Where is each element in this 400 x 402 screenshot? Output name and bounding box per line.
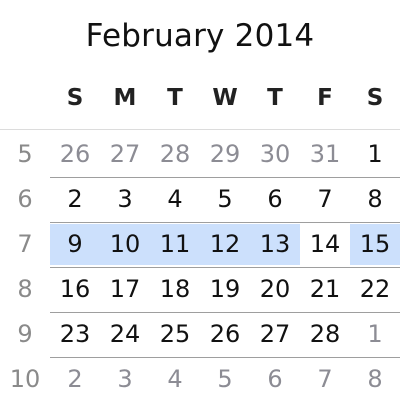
day-cell[interactable]: 8 — [367, 365, 383, 393]
day-cell[interactable]: 1 — [367, 320, 383, 348]
week-divider — [50, 312, 400, 313]
day-cell[interactable]: 6 — [267, 365, 283, 393]
week-divider — [50, 267, 400, 268]
day-cell[interactable]: 2 — [67, 365, 83, 393]
day-cell[interactable]: 18 — [159, 275, 191, 303]
week-divider — [50, 222, 400, 223]
weekday-sunday: S — [66, 85, 84, 111]
day-cell[interactable]: 26 — [59, 140, 91, 168]
day-cell-highlighted[interactable]: 9 — [50, 224, 100, 265]
week-row: 10 2 3 4 5 6 7 8 — [0, 357, 400, 402]
weekday-tuesday: T — [167, 85, 183, 111]
week-row: 7 9 10 11 12 13 14 15 — [0, 222, 400, 267]
day-cell[interactable]: 31 — [309, 140, 341, 168]
month-title: February 2014 — [85, 18, 315, 54]
day-cell[interactable]: 3 — [117, 185, 133, 213]
day-cell[interactable]: 4 — [167, 185, 183, 213]
week-divider — [50, 357, 400, 358]
day-cell[interactable]: 5 — [217, 185, 233, 213]
day-cell[interactable]: 28 — [159, 140, 191, 168]
weekday-thursday: T — [267, 85, 283, 111]
day-cell[interactable]: 21 — [309, 275, 341, 303]
day-cell[interactable]: 8 — [367, 185, 383, 213]
week-divider — [50, 177, 400, 178]
day-cell[interactable]: 17 — [109, 275, 141, 303]
day-cell-highlighted[interactable]: 10 — [100, 224, 150, 265]
day-cell[interactable]: 19 — [209, 275, 241, 303]
day-cell[interactable]: 4 — [167, 365, 183, 393]
day-cell[interactable]: 7 — [317, 185, 333, 213]
week-number: 7 — [17, 230, 33, 258]
day-cell[interactable]: 27 — [109, 140, 141, 168]
day-cell[interactable]: 3 — [117, 365, 133, 393]
header-divider — [0, 129, 400, 130]
weekday-wednesday: W — [212, 85, 238, 111]
day-cell[interactable]: 1 — [367, 140, 383, 168]
week-row: 6 2 3 4 5 6 7 8 — [0, 177, 400, 222]
day-cell[interactable]: 26 — [209, 320, 241, 348]
day-cell-highlighted[interactable]: 15 — [350, 224, 400, 265]
weekday-header: S M T W T F S — [0, 85, 400, 115]
day-cell-highlighted[interactable]: 12 — [200, 224, 250, 265]
weekday-friday: F — [317, 85, 333, 111]
day-cell[interactable]: 27 — [259, 320, 291, 348]
week-row: 5 26 27 28 29 30 31 1 — [0, 132, 400, 177]
day-cell[interactable]: 5 — [217, 365, 233, 393]
day-cell[interactable]: 28 — [309, 320, 341, 348]
weekday-saturday: S — [366, 85, 384, 111]
week-number: 10 — [9, 365, 41, 393]
week-number: 6 — [17, 185, 33, 213]
day-cell[interactable]: 6 — [267, 185, 283, 213]
week-number: 5 — [17, 140, 33, 168]
week-number: 8 — [17, 275, 33, 303]
day-cell[interactable]: 14 — [309, 230, 341, 258]
day-cell[interactable]: 2 — [67, 185, 83, 213]
weekday-monday: M — [113, 85, 137, 111]
day-cell-highlighted[interactable]: 11 — [150, 224, 200, 265]
week-row: 8 16 17 18 19 20 21 22 — [0, 267, 400, 312]
day-cell[interactable]: 30 — [259, 140, 291, 168]
day-cell-highlighted[interactable]: 13 — [250, 224, 300, 265]
day-cell[interactable]: 24 — [109, 320, 141, 348]
week-number: 9 — [17, 320, 33, 348]
day-cell[interactable]: 20 — [259, 275, 291, 303]
day-cell[interactable]: 7 — [317, 365, 333, 393]
day-cell[interactable]: 22 — [359, 275, 391, 303]
week-row: 9 23 24 25 26 27 28 1 — [0, 312, 400, 357]
day-cell[interactable]: 29 — [209, 140, 241, 168]
day-cell[interactable]: 23 — [59, 320, 91, 348]
day-cell[interactable]: 16 — [59, 275, 91, 303]
day-cell[interactable]: 25 — [159, 320, 191, 348]
